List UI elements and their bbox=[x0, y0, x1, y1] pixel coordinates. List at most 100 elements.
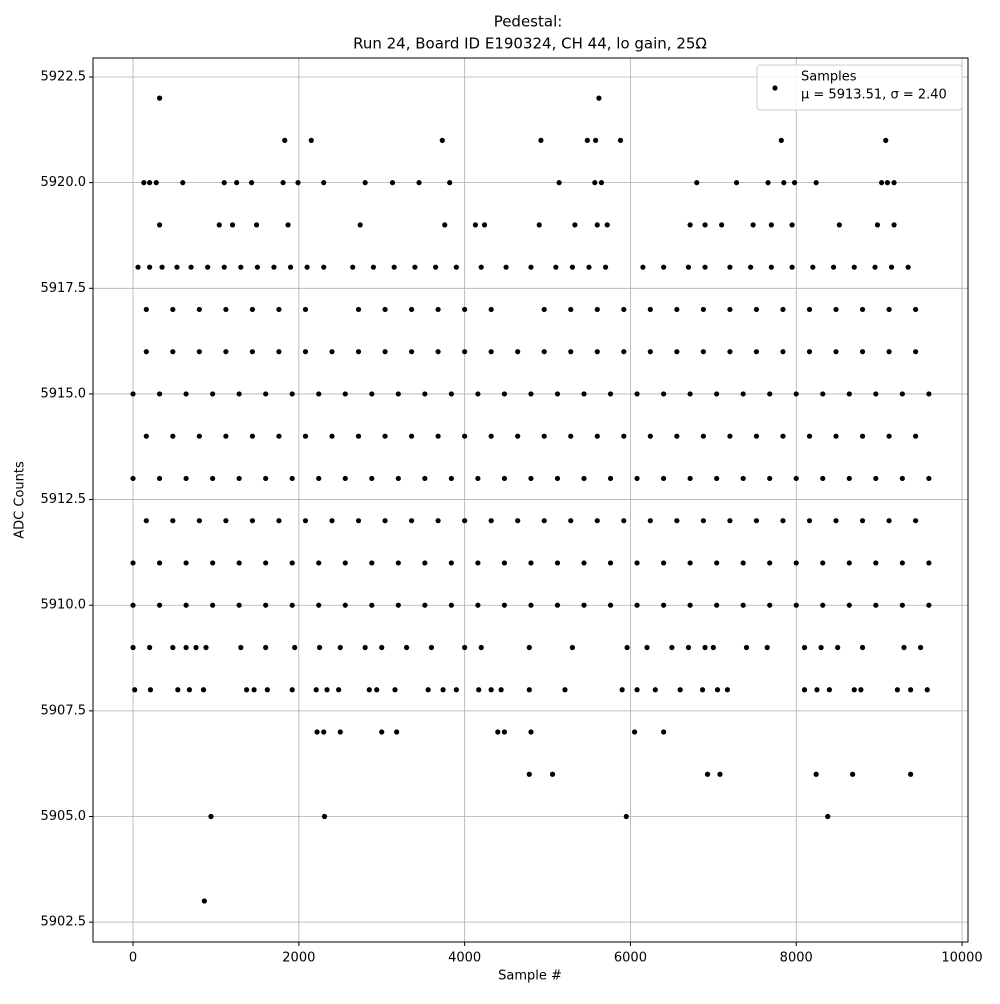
data-point bbox=[607, 391, 614, 397]
data-point bbox=[598, 180, 605, 186]
data-point bbox=[369, 391, 375, 397]
data-point bbox=[660, 475, 667, 482]
data-point bbox=[740, 560, 746, 566]
data-point bbox=[248, 180, 255, 186]
data-point bbox=[528, 264, 534, 270]
data-point bbox=[789, 222, 795, 228]
data-point bbox=[833, 433, 839, 439]
data-point bbox=[733, 180, 740, 186]
data-point bbox=[174, 264, 180, 270]
data-point bbox=[556, 180, 562, 186]
data-point bbox=[289, 687, 295, 693]
data-point bbox=[528, 729, 534, 735]
data-point bbox=[714, 475, 720, 482]
data-point bbox=[607, 475, 614, 482]
data-point bbox=[569, 264, 576, 270]
data-point bbox=[926, 391, 932, 397]
data-point bbox=[135, 264, 141, 270]
data-point bbox=[806, 306, 813, 313]
data-point bbox=[825, 813, 831, 820]
data-point bbox=[859, 644, 866, 651]
data-point bbox=[687, 560, 693, 566]
data-point bbox=[624, 644, 630, 651]
data-point bbox=[416, 180, 422, 186]
data-point bbox=[899, 391, 905, 397]
data-point bbox=[478, 264, 484, 270]
x-tick-label: 10000 bbox=[941, 951, 982, 966]
data-point bbox=[147, 180, 153, 186]
y-tick-label: 5902.5 bbox=[41, 915, 87, 930]
data-point bbox=[820, 391, 826, 397]
data-point bbox=[694, 180, 700, 186]
data-point bbox=[210, 560, 216, 566]
data-point bbox=[329, 433, 335, 439]
data-point bbox=[196, 349, 202, 355]
data-point bbox=[806, 518, 813, 524]
data-point bbox=[528, 602, 534, 608]
data-point bbox=[581, 560, 587, 566]
data-point bbox=[891, 222, 897, 228]
data-point bbox=[316, 475, 322, 482]
data-point bbox=[271, 264, 277, 270]
data-point bbox=[562, 687, 568, 693]
data-point bbox=[674, 349, 680, 355]
data-point bbox=[700, 518, 706, 524]
data-point bbox=[538, 137, 544, 143]
data-point bbox=[634, 560, 640, 566]
data-point bbox=[913, 306, 919, 313]
data-point bbox=[858, 687, 864, 693]
data-point bbox=[488, 518, 494, 524]
data-point bbox=[153, 180, 159, 186]
data-point bbox=[859, 433, 866, 439]
data-point bbox=[528, 475, 534, 482]
data-point bbox=[156, 391, 163, 397]
data-point bbox=[859, 306, 866, 313]
data-point bbox=[366, 687, 372, 693]
data-point bbox=[453, 687, 459, 693]
data-point bbox=[833, 306, 839, 313]
data-point bbox=[289, 475, 295, 482]
data-point bbox=[329, 518, 335, 524]
data-point bbox=[702, 264, 708, 270]
data-point bbox=[813, 180, 819, 186]
data-point bbox=[908, 687, 914, 693]
data-point bbox=[234, 180, 240, 186]
data-point bbox=[899, 475, 905, 482]
data-point bbox=[872, 264, 878, 270]
data-point bbox=[602, 264, 609, 270]
data-point bbox=[687, 475, 693, 482]
data-point bbox=[714, 602, 720, 608]
data-point bbox=[926, 475, 932, 482]
data-point bbox=[316, 560, 322, 566]
data-point bbox=[810, 264, 816, 270]
data-point bbox=[859, 349, 866, 355]
data-point bbox=[223, 306, 229, 313]
data-point bbox=[475, 602, 481, 608]
data-point bbox=[143, 433, 149, 439]
data-point bbox=[295, 180, 301, 186]
data-point bbox=[201, 898, 207, 904]
data-point bbox=[263, 475, 269, 482]
data-point bbox=[382, 306, 388, 313]
data-point bbox=[170, 349, 176, 355]
data-point bbox=[710, 644, 716, 651]
data-point bbox=[462, 433, 468, 439]
data-point bbox=[476, 687, 482, 693]
data-point bbox=[873, 391, 879, 397]
data-point bbox=[370, 264, 377, 270]
data-point bbox=[223, 349, 229, 355]
data-point bbox=[740, 602, 746, 608]
data-point bbox=[768, 264, 774, 270]
data-point bbox=[156, 602, 163, 608]
data-point bbox=[515, 518, 521, 524]
data-point bbox=[355, 306, 362, 313]
data-point bbox=[886, 518, 892, 524]
data-point bbox=[836, 222, 842, 228]
data-point bbox=[357, 222, 363, 228]
data-point bbox=[321, 180, 327, 186]
data-point bbox=[740, 475, 746, 482]
y-axis-label: ADC Counts bbox=[13, 461, 28, 539]
data-point bbox=[488, 349, 494, 355]
data-point bbox=[316, 644, 323, 651]
data-point bbox=[389, 180, 396, 186]
